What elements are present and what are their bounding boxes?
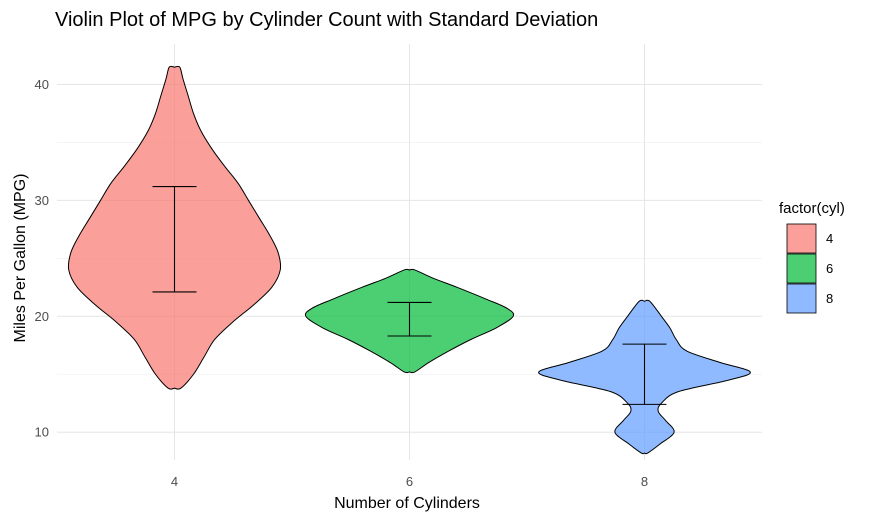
y-tick-label: 30 — [35, 193, 49, 208]
chart-title: Violin Plot of MPG by Cylinder Count wit… — [55, 9, 598, 31]
sd-error-bars — [152, 185, 667, 405]
y-axis-title: Miles Per Gallon (MPG) — [12, 174, 29, 343]
legend-key-6 — [786, 253, 817, 284]
legend-key-8 — [786, 283, 817, 314]
legend: factor(cyl) 4 6 8 — [779, 200, 845, 314]
x-axis-ticks: 4 6 8 — [171, 474, 648, 489]
x-axis-title: Number of Cylinders — [334, 495, 480, 512]
legend-key-4 — [786, 223, 817, 254]
legend-label-4: 4 — [826, 231, 833, 246]
x-tick-label: 8 — [641, 474, 648, 489]
legend-label-8: 8 — [826, 291, 833, 306]
x-tick-label: 6 — [406, 474, 413, 489]
y-axis-ticks: 10 20 30 40 — [35, 77, 49, 440]
y-tick-label: 20 — [35, 309, 49, 324]
y-tick-label: 10 — [35, 425, 49, 440]
legend-label-6: 6 — [826, 261, 833, 276]
x-tick-label: 4 — [171, 474, 178, 489]
y-tick-label: 40 — [35, 77, 49, 92]
legend-title: factor(cyl) — [779, 200, 845, 217]
